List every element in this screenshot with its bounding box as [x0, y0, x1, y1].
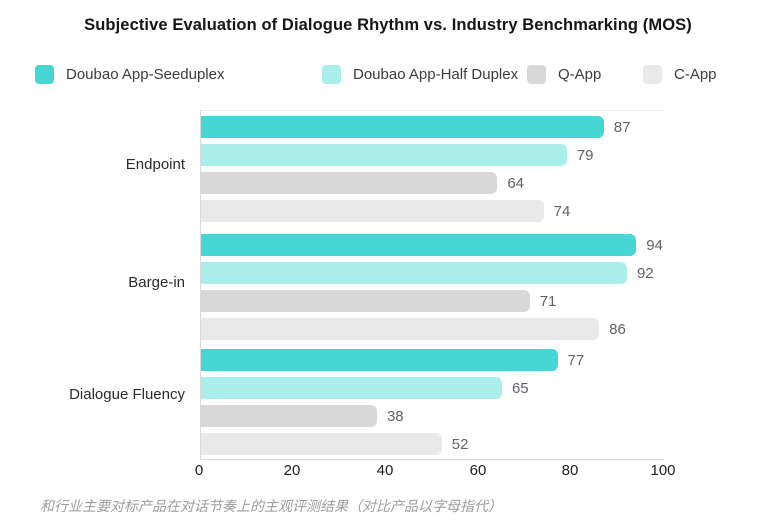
bar-endpoint-c-app: [201, 200, 544, 222]
bar-group-endpoint: 87 79 64 74: [201, 116, 664, 228]
value-label: 92: [636, 264, 654, 282]
legend-item-seeduplex: Doubao App-Seeduplex: [35, 63, 224, 85]
x-axis-tick: 100: [650, 462, 676, 479]
value-label: 38: [386, 407, 404, 425]
x-axis-tick: 60: [469, 462, 487, 479]
bar-row: 71: [201, 290, 664, 312]
value-label: 77: [567, 351, 585, 369]
x-axis-tick: 40: [376, 462, 394, 479]
footnote: 和行业主要对标产品在对话节奏上的主观评测结果（对比产品以字母指代）: [40, 498, 502, 514]
bar-row: 65: [201, 377, 664, 399]
legend-item-q-app: Q-App: [527, 63, 601, 85]
bar-fluency-c-app: [201, 433, 442, 455]
value-label: 94: [646, 236, 663, 254]
bar-endpoint-seeduplex: [201, 116, 604, 138]
bar-barge-in-half-duplex: [201, 262, 627, 284]
bar-row: 92: [201, 262, 664, 284]
value-label: 79: [576, 146, 594, 164]
bar-fluency-q-app: [201, 405, 377, 427]
bar-group-barge-in: 94 92 71 86: [201, 234, 664, 346]
bar-row: 94: [201, 234, 664, 256]
bar-fluency-seeduplex: [201, 349, 558, 371]
bar-row: 86: [201, 318, 664, 340]
legend-item-c-app: C-App: [643, 63, 717, 85]
legend-swatch-q-app: [527, 64, 546, 84]
legend-swatch-half-duplex: [322, 64, 341, 84]
bar-endpoint-half-duplex: [201, 144, 567, 166]
bar-row: 74: [201, 200, 664, 222]
category-label-barge-in: Barge-in: [128, 274, 185, 291]
legend-label: Q-App: [558, 65, 602, 83]
legend-item-half-duplex: Doubao App-Half Duplex: [322, 63, 518, 85]
bar-group-dialogue-fluency: 77 65 38 52: [201, 349, 664, 461]
bar-row: 64: [201, 172, 664, 194]
value-label: 52: [451, 435, 469, 453]
category-label-dialogue-fluency: Dialogue Fluency: [69, 386, 185, 403]
bar-fluency-half-duplex: [201, 377, 502, 399]
x-axis-tick: 20: [283, 462, 301, 479]
bar-row: 79: [201, 144, 664, 166]
value-label: 64: [507, 174, 524, 192]
bar-barge-in-seeduplex: [201, 234, 637, 256]
value-label: 71: [539, 292, 557, 310]
x-axis-tick: 0: [194, 462, 204, 479]
legend-label: C-App: [674, 65, 717, 83]
plot-area: 87 79 64 74 94 92: [200, 110, 664, 460]
bar-endpoint-q-app: [201, 172, 498, 194]
bar-row: 52: [201, 433, 664, 455]
legend-swatch-c-app: [643, 64, 662, 84]
legend-swatch-seeduplex: [35, 64, 54, 84]
chart-title: Subjective Evaluation of Dialogue Rhythm…: [84, 16, 692, 34]
bar-row: 87: [201, 116, 664, 138]
value-label: 65: [511, 379, 529, 397]
bar-row: 38: [201, 405, 664, 427]
bar-barge-in-q-app: [201, 290, 530, 312]
bar-barge-in-c-app: [201, 318, 600, 340]
category-label-endpoint: Endpoint: [125, 156, 185, 173]
value-label: 86: [609, 320, 626, 338]
x-axis-tick: 80: [561, 462, 579, 479]
bar-row: 77: [201, 349, 664, 371]
value-label: 87: [613, 118, 631, 136]
legend-label: Doubao App-Seeduplex: [66, 65, 225, 83]
value-label: 74: [553, 202, 571, 220]
legend-label: Doubao App-Half Duplex: [353, 65, 519, 83]
